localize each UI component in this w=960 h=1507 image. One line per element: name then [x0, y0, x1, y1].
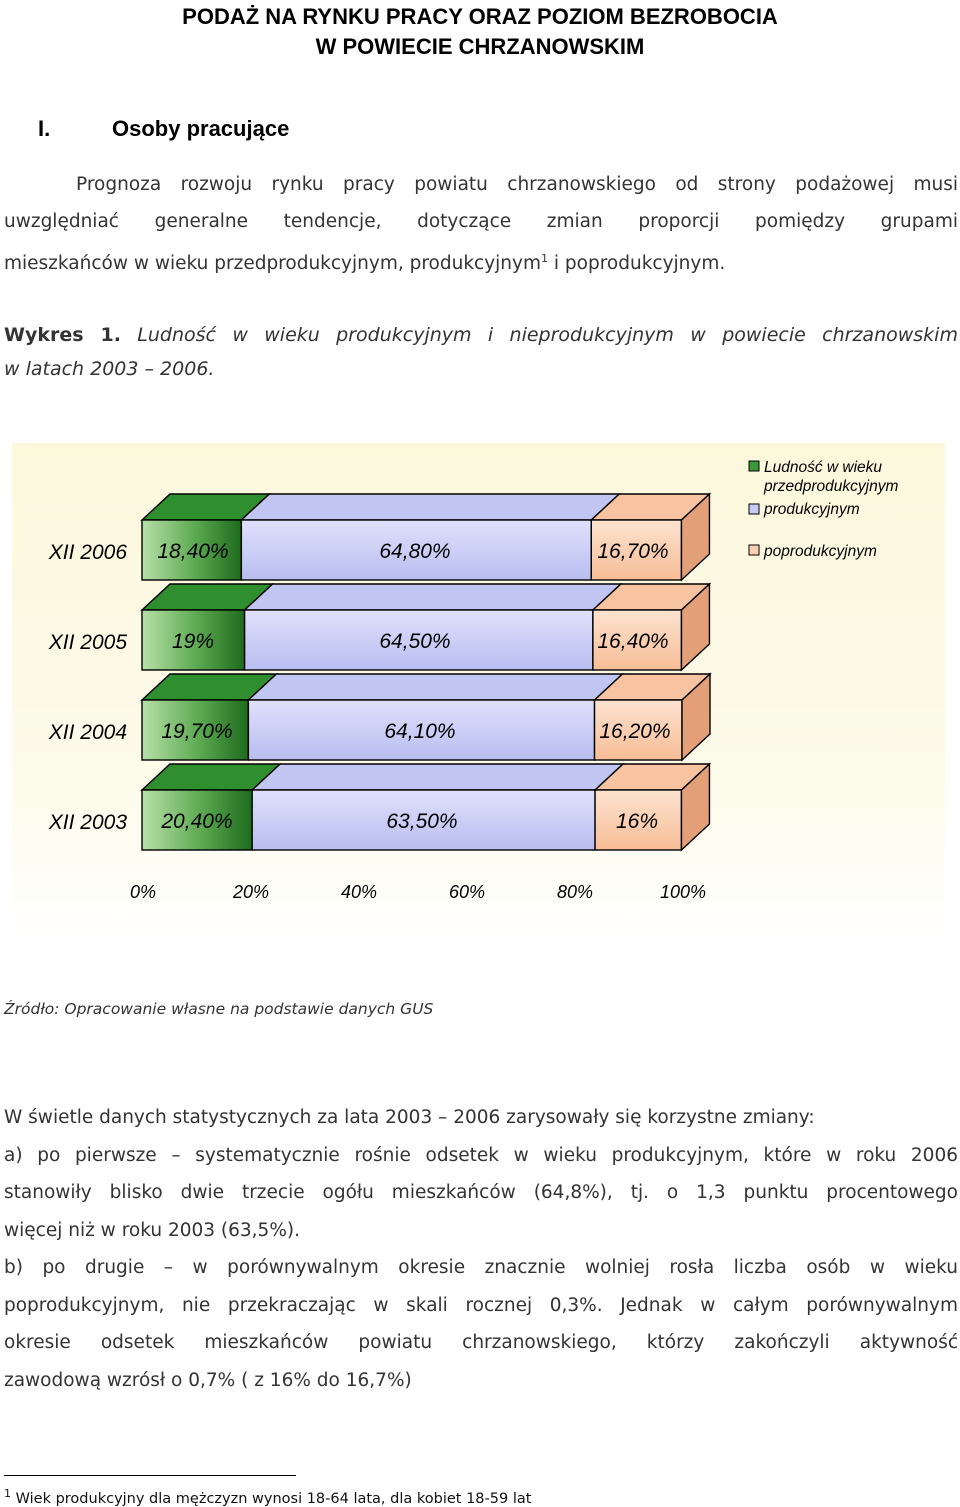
footnote-ref: 1	[541, 252, 548, 265]
intro-line-2: uwzględniać generalne tendencje, dotyczą…	[4, 211, 958, 232]
body-line-6: poprodukcyjnym, nie przekraczając w skal…	[4, 1294, 958, 1316]
legend-label-1: Ludność w wieku	[764, 459, 882, 476]
category-label: XII 2003	[48, 811, 128, 834]
body-paragraph: W świetle danych statystycznych za lata …	[4, 1099, 958, 1399]
data-label: 16,70%	[597, 540, 668, 563]
bar-produkcyjny	[251, 789, 596, 851]
caption-text: Ludność w wieku produkcyjnym i nieproduk…	[120, 324, 958, 346]
body-line-3: stanowiły blisko dwie trzecie ogółu mies…	[4, 1182, 958, 1203]
x-tick-label: 80%	[557, 882, 593, 902]
data-label: 16%	[616, 810, 658, 833]
data-label: 16,40%	[597, 630, 668, 653]
legend-swatch-produkcyjny	[748, 503, 760, 515]
category-label: XII 2005	[48, 631, 128, 654]
bar-produkcyjny-top	[239, 493, 622, 521]
bar-produkcyjny	[247, 699, 596, 761]
bar-poprodukcyjny-side	[681, 672, 711, 762]
legend-label-2: przedprodukcyjnym	[763, 478, 898, 495]
caption-label: Wykres 1.	[4, 324, 121, 346]
bar-poprodukcyjny	[592, 609, 683, 671]
x-tick-label: 100%	[660, 882, 706, 902]
intro-line-3-end: i poprodukcyjnym.	[548, 253, 726, 275]
body-line-1: W świetle danych statystycznych za lata …	[4, 1107, 815, 1128]
data-label: 20,40%	[160, 810, 232, 833]
data-label: 64,50%	[379, 630, 450, 653]
data-label: 16,20%	[599, 720, 670, 743]
intro-line-3: mieszkańców w wieku przedprodukcyjnym, p…	[4, 240, 958, 282]
title-line-1: PODAŻ NA RYNKU PRACY ORAZ POZIOM BEZROBO…	[182, 4, 778, 29]
legend-swatch-poprodukcyjny	[748, 544, 760, 556]
x-tick-label: 20%	[232, 882, 269, 902]
bar-produkcyjny	[243, 609, 594, 671]
caption-line-2: w latach 2003 – 2006.	[4, 352, 958, 386]
data-label: 63,50%	[386, 810, 457, 833]
caption-line-1: Wykres 1. Ludność w wieku produkcyjnym i…	[4, 318, 958, 352]
bar-produkcyjny-top	[250, 763, 625, 791]
data-label: 64,10%	[384, 720, 455, 743]
footnote: 1 Wiek produkcyjny dla mężczyzn wynosi 1…	[4, 1487, 531, 1507]
legend-label-4: poprodukcyjnym	[763, 543, 877, 560]
bar-produkcyjny-top	[246, 673, 625, 701]
legend: Ludność w wieku przedprodukcyjnym produkcy…	[748, 459, 898, 560]
figure-caption: Wykres 1. Ludność w wieku produkcyjnym i…	[4, 318, 958, 386]
intro-line-3-text: mieszkańców w wieku przedprodukcyjnym, p…	[4, 253, 541, 275]
data-label: 64,80%	[379, 540, 450, 563]
bar-produkcyjny-top	[242, 583, 623, 611]
footnote-mark: 1	[4, 1487, 11, 1500]
bar-poprodukcyjny	[590, 519, 683, 581]
data-label: 18,40%	[157, 540, 228, 563]
x-axis-ticks: 0% 20% 40% 60% 80% 100%	[130, 882, 706, 902]
data-label: 19,70%	[161, 720, 232, 743]
x-tick-label: 60%	[449, 882, 485, 902]
bar-poprodukcyjny-side	[680, 762, 711, 852]
category-label: XII 2006	[48, 541, 128, 564]
bar-przedprodukcyjny	[141, 699, 250, 761]
intro-paragraph: Prognoza rozwoju rynku pracy powiatu chr…	[4, 166, 958, 282]
bar-przedprodukcyjny	[141, 519, 243, 581]
bar-przedprodukcyjny	[141, 789, 253, 851]
body-line-7: okresie odsetek mieszkańców powiatu chrz…	[4, 1332, 958, 1353]
body-line-8: zawodową wzrósł o 0,7% ( z 16% do 16,7%)	[4, 1369, 412, 1391]
bar-poprodukcyjny-side	[680, 492, 711, 582]
bar-przedprodukcyjny	[141, 609, 246, 671]
x-tick-label: 0%	[130, 882, 156, 902]
section-number: I.	[38, 116, 51, 141]
source-note: Źródło: Opracowanie własne na podstawie …	[4, 1000, 434, 1018]
category-label: XII 2004	[48, 721, 127, 744]
body-line-4: więcej niż w roku 2003 (63,5%).	[4, 1219, 301, 1241]
bar-poprodukcyjny-side	[680, 582, 711, 672]
caption-text-2: w latach 2003 – 2006.	[4, 358, 215, 380]
legend-swatch-przedprodukcyjny	[748, 460, 760, 472]
stacked-bar-chart: XII 2006 18,40% 64,80% 16,70% XII 2005 19% 64,…	[12, 443, 945, 943]
body-line-2: a) po pierwsze – systematycznie rośnie o…	[4, 1144, 958, 1166]
page-title: PODAŻ NA RYNKU PRACY ORAZ POZIOM BEZROBO…	[0, 2, 960, 62]
footnote-rule	[4, 1475, 296, 1476]
body-line-5: b) po drugie – w porównywalnym okresie z…	[4, 1257, 958, 1278]
footnote-text: Wiek produkcyjny dla mężczyzn wynosi 18-…	[11, 1490, 532, 1507]
intro-line-1: Prognoza rozwoju rynku pracy powiatu chr…	[76, 174, 958, 195]
section-heading: Osoby pracujące	[112, 116, 290, 141]
x-tick-label: 40%	[341, 882, 377, 902]
bar-produkcyjny	[240, 519, 592, 581]
data-label: 19%	[172, 630, 214, 653]
title-line-2: W POWIECIE CHRZANOWSKIM	[315, 34, 645, 59]
bars-group: XII 2006 18,40% 64,80% 16,70% XII 2005 19% 64,…	[48, 492, 712, 852]
legend-label-3: produkcyjnym	[763, 501, 860, 518]
